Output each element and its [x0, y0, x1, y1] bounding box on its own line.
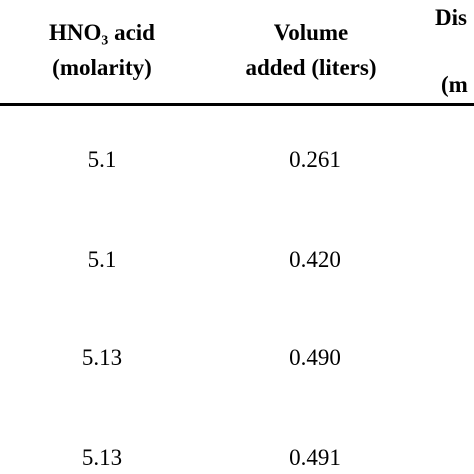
column-header: (molarity) — [52, 55, 152, 80]
column-header: Dis — [435, 5, 467, 30]
cell: 5.1 — [87, 147, 117, 172]
column-header: added (liters) — [245, 55, 377, 80]
cell: 0.490 — [289, 345, 341, 370]
cell: 5.13 — [81, 445, 123, 470]
header-rule — [0, 103, 474, 106]
column-header: HNO₃ acid — [49, 20, 155, 45]
cell: 5.13 — [81, 345, 123, 370]
cell: 0.420 — [289, 247, 341, 272]
cell: 0.261 — [289, 147, 341, 172]
cell: 5.1 — [87, 247, 117, 272]
column-header: (m — [441, 72, 468, 97]
column-header: Volume — [273, 20, 349, 45]
cell: 0.491 — [289, 445, 341, 470]
